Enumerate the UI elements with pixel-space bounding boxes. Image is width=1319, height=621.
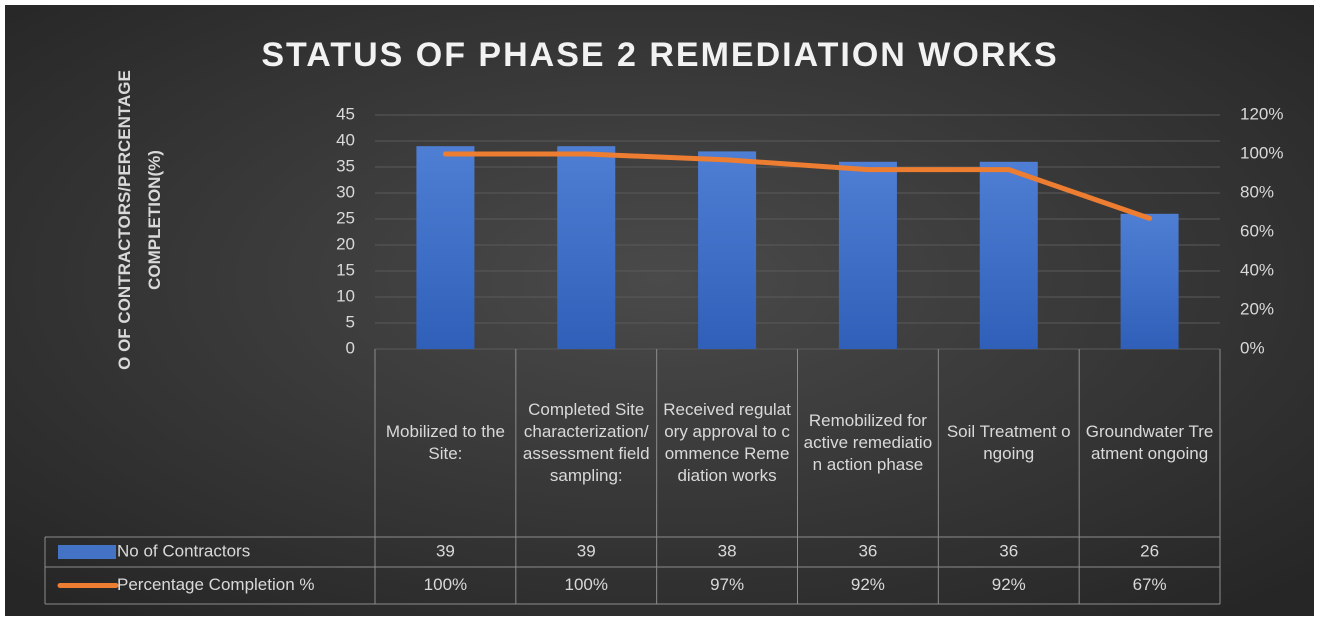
x-tick-label: Soil Treatment ongoing	[946, 422, 1071, 463]
x-tick-label: Received regulatory approval to commence…	[663, 400, 791, 485]
legend-key	[58, 545, 116, 559]
y2-tick-label: 20%	[1240, 299, 1274, 318]
chart-title: STATUS OF PHASE 2 REMEDIATION WORKS	[261, 36, 1058, 74]
legend-label: No of Contractors	[117, 541, 250, 560]
legend-label: Percentage Completion %	[117, 575, 315, 594]
bar	[698, 151, 757, 349]
table-value: 100%	[424, 575, 467, 594]
background	[5, 5, 1314, 616]
bar	[1120, 213, 1179, 349]
y-tick-label: 15	[336, 260, 355, 279]
x-tick-label: Groundwater Treatment ongoing	[1085, 422, 1214, 463]
y2-tick-label: 120%	[1240, 104, 1283, 123]
line-series	[442, 151, 1153, 221]
y-tick-label: 35	[336, 156, 355, 175]
table-value: 39	[577, 541, 596, 560]
table-value: 36	[858, 541, 877, 560]
y-tick-label: 25	[336, 208, 355, 227]
y-tick-label: 10	[336, 286, 355, 305]
y-tick-label: 40	[336, 130, 355, 149]
x-tick-label: Completed Site characterization/assessme…	[522, 400, 650, 485]
category-cell: Soil Treatment ongoing	[946, 422, 1071, 463]
table-value: 97%	[710, 575, 744, 594]
table-value: 92%	[992, 575, 1026, 594]
y-axis-label-text: O OF CONTRACTORS/PERCENTAGE COMPLETION(%…	[115, 70, 164, 370]
table-value: 67%	[1133, 575, 1167, 594]
x-tick-label: Remobilized for active remediation actio…	[803, 411, 933, 474]
bar	[979, 161, 1038, 349]
category-cell: Mobilized to the Site:	[385, 422, 505, 463]
table-value: 92%	[851, 575, 885, 594]
category-cell: Groundwater Treatment ongoing	[1085, 422, 1214, 463]
y-axis-label: O OF CONTRACTORS/PERCENTAGE COMPLETION(%…	[115, 70, 164, 370]
bar	[557, 146, 616, 349]
y2-tick-label: 0%	[1240, 338, 1265, 357]
y2-tick-label: 60%	[1240, 221, 1274, 240]
table-value: 38	[718, 541, 737, 560]
y2-tick-label: 100%	[1240, 143, 1283, 162]
table-value: 26	[1140, 541, 1159, 560]
y-tick-label: 30	[336, 182, 355, 201]
table-value: 39	[436, 541, 455, 560]
bar	[838, 161, 897, 349]
y-tick-label: 20	[336, 234, 355, 253]
bar	[416, 146, 475, 349]
y2-tick-label: 80%	[1240, 182, 1274, 201]
y-tick-label: 5	[346, 312, 355, 331]
y-tick-label: 0	[346, 338, 355, 357]
y2-tick-label: 40%	[1240, 260, 1274, 279]
category-cell: Received regulatory approval to commence…	[663, 400, 791, 485]
y-tick-label: 45	[336, 104, 355, 123]
category-cell: Remobilized for active remediation actio…	[803, 411, 933, 474]
table-value: 36	[999, 541, 1018, 560]
x-tick-label: Mobilized to the Site:	[385, 422, 505, 463]
table-value: 100%	[565, 575, 608, 594]
category-cell: Completed Site characterization/assessme…	[522, 400, 650, 485]
